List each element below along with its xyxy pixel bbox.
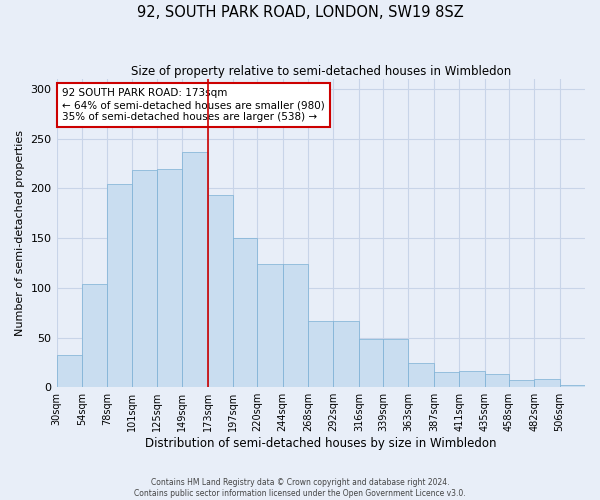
Bar <box>409 364 434 387</box>
Text: 92 SOUTH PARK ROAD: 173sqm
← 64% of semi-detached houses are smaller (980)
35% o: 92 SOUTH PARK ROAD: 173sqm ← 64% of semi… <box>62 88 325 122</box>
Bar <box>383 338 409 387</box>
Text: 92, SOUTH PARK ROAD, LONDON, SW19 8SZ: 92, SOUTH PARK ROAD, LONDON, SW19 8SZ <box>137 5 463 20</box>
Bar <box>459 372 485 387</box>
Text: Contains HM Land Registry data © Crown copyright and database right 2024.
Contai: Contains HM Land Registry data © Crown c… <box>134 478 466 498</box>
Bar <box>560 385 585 387</box>
Bar <box>208 196 233 387</box>
Bar <box>485 374 509 387</box>
Bar <box>233 238 257 387</box>
Bar <box>283 264 308 387</box>
Title: Size of property relative to semi-detached houses in Wimbledon: Size of property relative to semi-detach… <box>131 65 511 78</box>
Bar <box>157 168 182 387</box>
Bar <box>509 380 534 387</box>
Bar <box>308 320 334 387</box>
Bar <box>334 320 359 387</box>
Bar <box>359 338 383 387</box>
Bar <box>107 184 131 387</box>
Bar <box>534 380 560 387</box>
Bar <box>182 152 208 387</box>
Bar <box>131 170 157 387</box>
Bar <box>82 284 107 387</box>
Bar <box>434 372 459 387</box>
X-axis label: Distribution of semi-detached houses by size in Wimbledon: Distribution of semi-detached houses by … <box>145 437 497 450</box>
Bar <box>56 356 82 387</box>
Bar <box>257 264 283 387</box>
Y-axis label: Number of semi-detached properties: Number of semi-detached properties <box>15 130 25 336</box>
